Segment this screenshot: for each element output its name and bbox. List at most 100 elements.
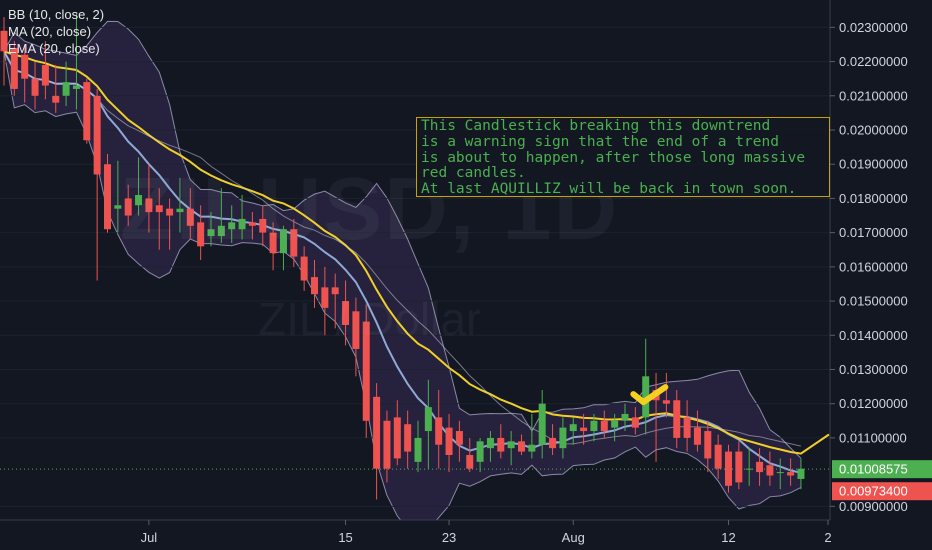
grid-lines	[0, 26, 830, 507]
candle-body	[600, 420, 608, 432]
candle-body	[445, 427, 453, 455]
candle-body	[393, 417, 401, 459]
bollinger-band	[3, 20, 802, 534]
candle-body	[538, 403, 546, 445]
candle-body	[466, 455, 474, 469]
candle-body	[41, 65, 49, 86]
price-label-box	[832, 460, 932, 479]
candle-body	[414, 437, 422, 462]
bb-basis-line	[3, 50, 802, 474]
candle-body	[455, 431, 463, 445]
candle-body	[518, 441, 525, 452]
candle-body	[176, 208, 184, 213]
candle-body	[228, 222, 236, 230]
x-tick-label: 12	[721, 530, 735, 545]
candle-body	[776, 472, 784, 474]
candle-body	[362, 321, 370, 421]
note-line: red candles.	[421, 165, 526, 182]
x-tick-label: 23	[442, 530, 456, 545]
candle-body	[797, 468, 805, 479]
candle-body	[693, 427, 701, 445]
candle-body	[217, 225, 225, 237]
note-line: At last AQUILLIZ will be back in town so…	[421, 181, 797, 197]
candle-body	[321, 287, 329, 308]
candle-body	[559, 427, 567, 449]
candle-body	[10, 47, 18, 89]
candle-body	[383, 420, 391, 469]
y-tick-label: 0.00900000	[839, 499, 908, 514]
candle-body	[311, 277, 318, 295]
y-tick-label: 0.02100000	[839, 88, 908, 103]
candle-body	[269, 232, 277, 254]
x-tick-label: 2	[824, 530, 831, 545]
candle-body	[259, 218, 267, 233]
candle-body	[331, 287, 339, 295]
checkmark-stroke	[630, 384, 669, 406]
candle-body	[590, 420, 598, 432]
candle-body	[72, 85, 80, 89]
watermark-name: ZIL / Dollar	[258, 293, 482, 345]
y-tick-label: 0.01600000	[839, 259, 908, 274]
ma-line	[3, 51, 802, 447]
y-tick-label: 0.02000000	[839, 123, 908, 138]
candle-body	[497, 437, 505, 452]
candle-body	[83, 82, 91, 141]
candle-body	[207, 229, 215, 237]
annotation-note[interactable]: This Candlestick breaking this downtrend…	[416, 117, 830, 197]
legend-ma[interactable]: MA (20, close)	[8, 24, 92, 39]
candle-body	[197, 222, 205, 247]
candle-body	[93, 95, 101, 175]
candle-body	[300, 256, 308, 281]
candle-body	[279, 229, 287, 254]
y-tick-label: 0.01100000	[839, 430, 907, 445]
candle-body	[714, 444, 722, 469]
indicator-legend: BB (10, close, 2) MA (20, close) EMA (20…	[8, 6, 104, 57]
candle-body	[21, 54, 29, 79]
y-tick-label: 0.01300000	[839, 362, 908, 377]
candle-body	[352, 311, 360, 349]
candle-body	[186, 208, 194, 226]
checkmark-icon	[630, 384, 669, 406]
note-line: is a warning sign that the end of a tren…	[421, 133, 779, 150]
bb-upper-line	[3, 20, 802, 459]
y-tick-label: 0.01400000	[839, 328, 908, 343]
candles	[0, 13, 805, 500]
candle-body	[621, 413, 629, 421]
candle-body	[611, 420, 619, 428]
candle-body	[373, 396, 381, 469]
note-line: This Candlestick breaking this downtrend	[421, 118, 771, 134]
price-label-box	[832, 482, 932, 501]
candle-body	[528, 444, 536, 452]
candle-body	[435, 417, 443, 445]
candle-body	[580, 427, 588, 432]
note-line: is about to happen, after those long mas…	[421, 149, 806, 166]
candle-body	[673, 400, 681, 438]
x-tick-label: Jul	[141, 530, 158, 545]
bb-band-fill	[4, 21, 801, 533]
y-tick-label: 0.01900000	[839, 157, 908, 172]
x-tick-label: Aug	[562, 530, 585, 545]
candle-body	[569, 424, 577, 432]
candle-body	[166, 208, 174, 216]
candle-body	[549, 437, 557, 449]
candle-body	[124, 198, 132, 216]
candle-body	[486, 437, 494, 449]
candle-body	[238, 218, 246, 230]
candle-body	[104, 164, 111, 230]
x-tick-label: 15	[338, 530, 352, 545]
legend-ema[interactable]: EMA (20, close)	[8, 41, 100, 56]
y-tick-label: 0.02200000	[839, 54, 908, 69]
candle-body	[52, 95, 60, 103]
candle-body	[0, 30, 8, 52]
price-label-text: 0.01008575	[839, 462, 908, 477]
legend-bb[interactable]: BB (10, close, 2)	[8, 7, 105, 22]
candle-body	[631, 417, 639, 428]
candle-body	[424, 407, 432, 432]
candle-body	[114, 205, 122, 209]
candle-body	[704, 431, 712, 459]
candle-body	[766, 465, 774, 476]
y-tick-label: 0.02300000	[839, 20, 908, 35]
time-axis-bg	[0, 520, 830, 550]
